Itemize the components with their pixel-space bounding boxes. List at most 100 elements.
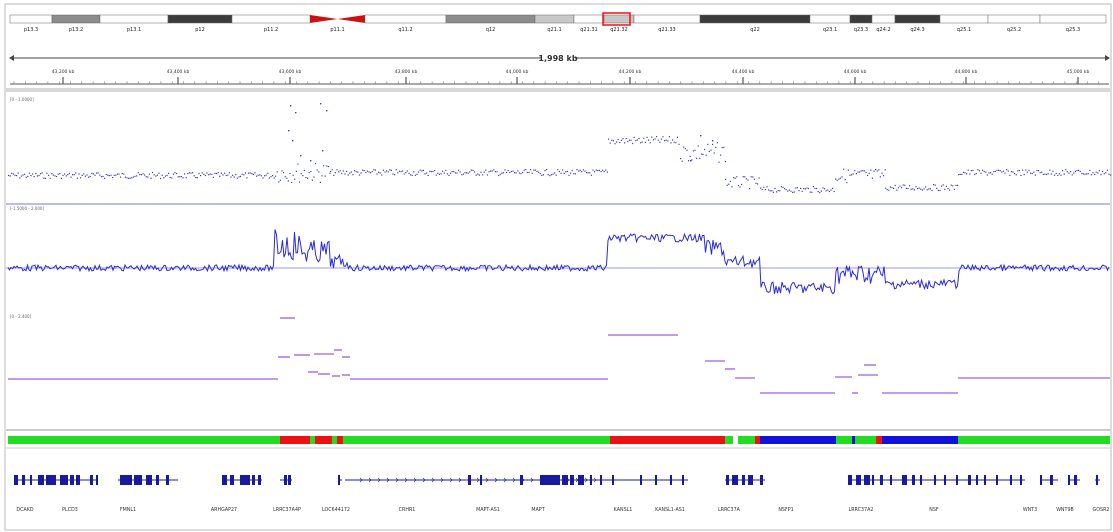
gene-exon bbox=[944, 475, 946, 485]
scatter-point bbox=[75, 172, 77, 174]
scatter-point bbox=[598, 169, 600, 172]
scatter-point bbox=[326, 165, 328, 167]
scatter-point bbox=[288, 130, 290, 132]
gene-label[interactable]: LOC644172 bbox=[322, 507, 350, 513]
gene-exon bbox=[14, 475, 18, 485]
scatter-point bbox=[490, 170, 492, 172]
gene-label[interactable]: KANSL1 bbox=[614, 507, 633, 513]
scatter-point bbox=[330, 170, 332, 173]
scatter-point bbox=[897, 187, 899, 189]
scatter-point bbox=[896, 189, 898, 191]
scatter-point bbox=[64, 173, 66, 175]
gene-label[interactable]: KANSL1-AS1 bbox=[655, 507, 685, 513]
scatter-point bbox=[899, 185, 901, 187]
panel-divider bbox=[6, 88, 1110, 92]
scatter-point bbox=[592, 169, 594, 171]
strand-arrow-icon bbox=[512, 477, 516, 483]
scatter-point bbox=[628, 139, 630, 141]
scatter-point bbox=[279, 179, 281, 181]
scatter-point bbox=[264, 175, 266, 177]
strand-arrow-icon bbox=[521, 477, 525, 483]
scatter-point bbox=[936, 187, 938, 189]
scatter-point bbox=[60, 177, 62, 180]
scatter-point bbox=[273, 177, 275, 179]
scatter-point bbox=[860, 170, 862, 172]
scatter-point bbox=[822, 187, 824, 189]
scatter-point bbox=[323, 165, 325, 167]
scatter-point bbox=[1087, 173, 1089, 175]
segment-track[interactable]: [0 - 2.400] bbox=[8, 314, 1110, 394]
scatter-point bbox=[747, 179, 749, 181]
scatter-point bbox=[825, 190, 827, 192]
band-label: q25.3 bbox=[1066, 27, 1080, 33]
scatter-point bbox=[871, 177, 873, 179]
scatter-point bbox=[200, 175, 202, 177]
scatter-point bbox=[105, 173, 107, 176]
band-label: q25.1 bbox=[957, 27, 971, 33]
scatter-point bbox=[410, 174, 412, 176]
gene-label[interactable]: WNT9B bbox=[1056, 507, 1074, 513]
scatter-point bbox=[1098, 170, 1100, 172]
ratio-line-track[interactable]: [-1.5000 - 2.000] bbox=[6, 206, 1110, 295]
scatter-point bbox=[16, 175, 18, 177]
scatter-point bbox=[504, 169, 506, 171]
gene-label[interactable]: CRHR1 bbox=[399, 507, 416, 513]
cn-state-segment bbox=[310, 436, 315, 444]
scatter-point bbox=[542, 174, 544, 176]
scatter-point bbox=[9, 175, 11, 177]
scatter-point bbox=[121, 172, 123, 174]
scatter-point bbox=[570, 172, 572, 174]
scatter-point bbox=[913, 189, 915, 191]
scatter-point bbox=[544, 170, 546, 172]
gene-label[interactable]: MAPT-AS1 bbox=[476, 507, 500, 513]
scatter-point bbox=[957, 184, 959, 186]
gene-track[interactable]: DCAKD PLCD3 FMNL1 ARHGAP27 LRRC37A4P LOC64417… bbox=[14, 475, 1109, 513]
scatter-point bbox=[514, 172, 516, 174]
scatter-point bbox=[731, 186, 733, 188]
gene-label[interactable]: NSFP1 bbox=[778, 507, 793, 513]
gene-label[interactable]: LRRC37A bbox=[718, 507, 741, 513]
scatter-point bbox=[881, 172, 883, 174]
ideogram-band bbox=[809, 14, 851, 24]
scatter-point bbox=[318, 171, 320, 173]
gene-label[interactable]: PLCD3 bbox=[62, 507, 78, 513]
scatter-point bbox=[558, 170, 560, 173]
scatter-point bbox=[83, 173, 85, 175]
gene-label[interactable]: DCAKD bbox=[16, 507, 33, 513]
scatter-point bbox=[467, 172, 469, 174]
scatter-point bbox=[804, 188, 806, 190]
gene-exon bbox=[284, 475, 287, 485]
scatter-point bbox=[260, 175, 262, 177]
scatter-point bbox=[236, 177, 238, 179]
scatter-point bbox=[123, 173, 125, 175]
scatter-point bbox=[451, 171, 453, 173]
scatter-point bbox=[554, 172, 556, 174]
gene-label[interactable]: LRRC37A2 bbox=[849, 507, 874, 513]
scatter-point bbox=[889, 186, 891, 188]
copy-number-state-bar[interactable] bbox=[8, 436, 1110, 444]
scatter-point bbox=[290, 105, 292, 107]
gene-exon bbox=[732, 475, 738, 485]
scatter-points bbox=[8, 103, 1112, 194]
scatter-point bbox=[80, 177, 82, 179]
gene-label[interactable]: LRRC37A4P bbox=[273, 507, 301, 513]
scatter-track[interactable]: [0 - 1.0000] bbox=[6, 97, 1112, 205]
scatter-point bbox=[969, 173, 971, 175]
scatter-point bbox=[70, 176, 72, 178]
gene-label[interactable]: WNT3 bbox=[1023, 507, 1037, 513]
scatter-point bbox=[238, 176, 240, 178]
gene-label[interactable]: ARHGAP27 bbox=[211, 507, 237, 513]
gene-label[interactable]: MAPT bbox=[531, 507, 544, 513]
gene-label[interactable]: FMNL1 bbox=[120, 507, 136, 513]
cn-state-segment bbox=[760, 436, 836, 444]
gene-exon bbox=[76, 475, 80, 485]
chromosome-ideogram[interactable]: p13.3 p13.2 p13.1 p12 p11.2 p11.1 q11.2 q12 q21.… bbox=[9, 12, 1107, 33]
gene-exon bbox=[996, 475, 998, 485]
scatter-point bbox=[893, 187, 895, 189]
gene-label[interactable]: GOSR2 bbox=[1093, 507, 1110, 513]
scatter-point bbox=[883, 175, 885, 177]
scatter-point bbox=[414, 174, 416, 176]
gene-label[interactable]: NSF bbox=[929, 507, 939, 513]
position-ruler[interactable]: 1,998 kb 43,200 kb 43,400 kb 43,600 kb 43,8… bbox=[9, 52, 1110, 85]
scatter-point bbox=[152, 172, 154, 174]
